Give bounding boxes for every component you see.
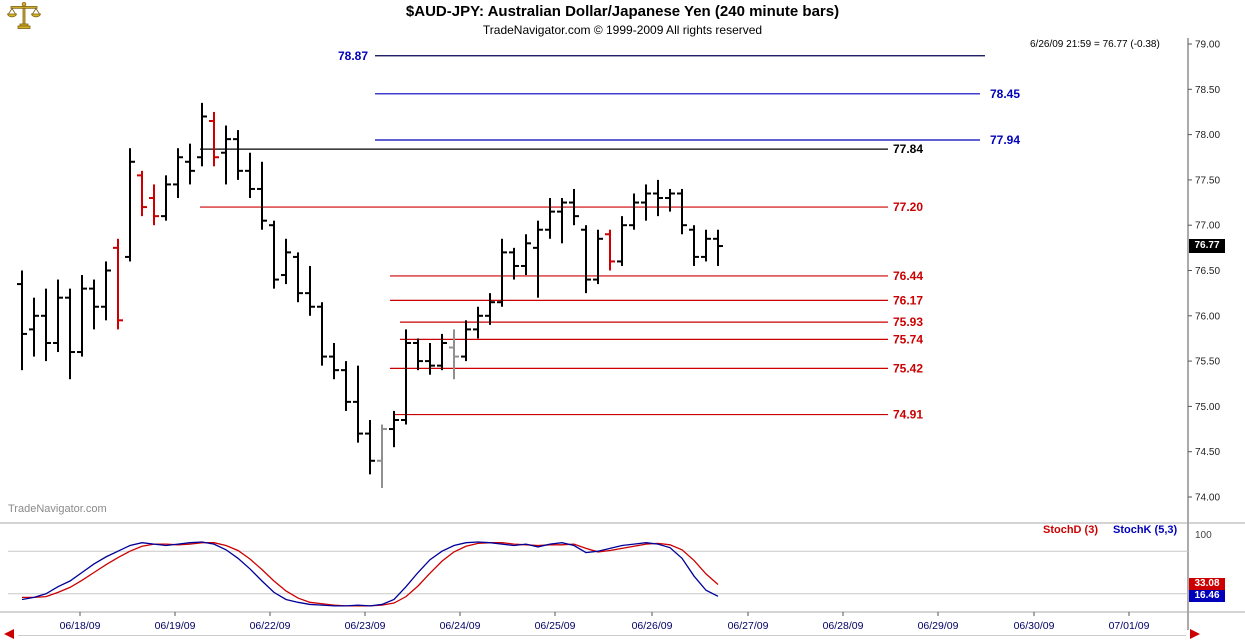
level-label: 74.91 (893, 408, 923, 422)
scrollbar-track[interactable] (18, 635, 1186, 636)
watermark: TradeNavigator.com (8, 503, 107, 515)
price-axis-label: 75.50 (1195, 357, 1220, 368)
date-label: 06/19/09 (155, 620, 196, 632)
price-axis-label: 79.00 (1195, 40, 1220, 51)
level-label: 76.17 (893, 293, 923, 307)
level-label: 77.20 (893, 200, 923, 214)
date-label: 06/18/09 (60, 620, 101, 632)
level-label: 75.74 (893, 332, 923, 346)
price-axis-label: 78.00 (1195, 130, 1220, 141)
price-axis-label: 74.00 (1195, 493, 1220, 504)
stoch-k-line (21, 541, 719, 607)
date-label: 07/01/09 (1109, 620, 1150, 632)
copyright-text: TradeNavigator.com © 1999-2009 All right… (482, 23, 763, 37)
price-axis-label: 77.00 (1195, 221, 1220, 232)
stoch-k-value-badge: 16.46 (1189, 590, 1225, 602)
date-label: 06/26/09 (632, 620, 673, 632)
chart-title: $AUD-JPY: Australian Dollar/Japanese Yen… (405, 3, 840, 20)
price-axis-label: 74.50 (1195, 447, 1220, 458)
level-label: 75.93 (893, 315, 923, 329)
date-label: 06/24/09 (440, 620, 481, 632)
stoch-k-legend[interactable]: StochK (5,3) (1113, 524, 1178, 536)
date-label: 06/22/09 (250, 620, 291, 632)
price-axis-label: 78.50 (1195, 85, 1220, 96)
last-quote-info: 6/26/09 21:59 = 76.77 (-0.38) (1030, 39, 1160, 50)
date-label: 06/23/09 (345, 620, 386, 632)
price-axis-label: 76.50 (1195, 266, 1220, 277)
price-axis-label: 76.00 (1195, 311, 1220, 322)
last-price-badge: 76.77 (1189, 239, 1225, 253)
level-label: 76.44 (893, 269, 923, 283)
trade-navigator-scales-icon (6, 1, 42, 31)
price-axis-label: 77.50 (1195, 175, 1220, 186)
scroll-right-arrow-icon[interactable] (1190, 629, 1200, 639)
stoch-d-line (22, 542, 719, 607)
date-label: 06/25/09 (535, 620, 576, 632)
level-label: 75.42 (893, 361, 923, 375)
stoch-d-legend[interactable]: StochD (3) (1043, 524, 1098, 536)
date-label: 06/27/09 (728, 620, 769, 632)
level-label: 77.84 (893, 142, 923, 156)
date-label: 06/28/09 (823, 620, 864, 632)
stoch-d-value-badge: 33.08 (1189, 578, 1225, 590)
date-label: 06/29/09 (918, 620, 959, 632)
date-label: 06/30/09 (1014, 620, 1055, 632)
level-label: 78.45 (990, 87, 1020, 101)
stoch-axis-100-label: 100 (1195, 530, 1212, 541)
scroll-left-arrow-icon[interactable] (4, 629, 14, 639)
level-label: 78.87 (338, 49, 368, 63)
level-label: 77.94 (990, 133, 1020, 147)
price-axis-label: 75.00 (1195, 402, 1220, 413)
